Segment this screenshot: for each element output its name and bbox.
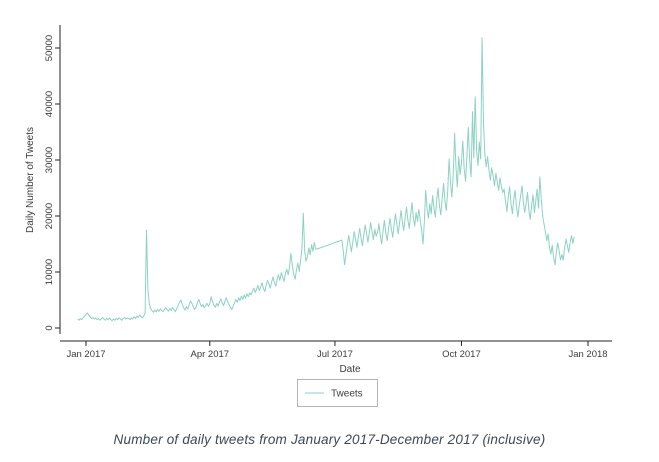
line-chart: Daily Number of Tweets Date Tweets 0 1000… <box>25 25 612 407</box>
x-tick-label: Apr 2017 <box>190 349 229 360</box>
y-tick-label: 20000 <box>44 203 55 229</box>
y-tick-label: 0 <box>44 325 55 330</box>
y-tick-label: 40000 <box>44 91 55 117</box>
tweets-series-line <box>77 37 575 322</box>
y-tick-label: 10000 <box>44 259 55 285</box>
y-tick-label: 30000 <box>44 147 55 173</box>
figure-caption: Number of daily tweets from January 2017… <box>113 432 546 447</box>
y-axis-title: Daily Number of Tweets <box>25 127 36 233</box>
x-tick-label: Jan 2017 <box>66 349 105 360</box>
x-tick-label: Jul 2017 <box>317 349 353 360</box>
x-axis-title: Date <box>339 364 361 375</box>
x-tick-label: Oct 2017 <box>442 349 481 360</box>
x-tick-label: Jan 2018 <box>568 349 607 360</box>
legend-label: Tweets <box>331 389 363 400</box>
y-tick-label: 50000 <box>44 35 55 61</box>
